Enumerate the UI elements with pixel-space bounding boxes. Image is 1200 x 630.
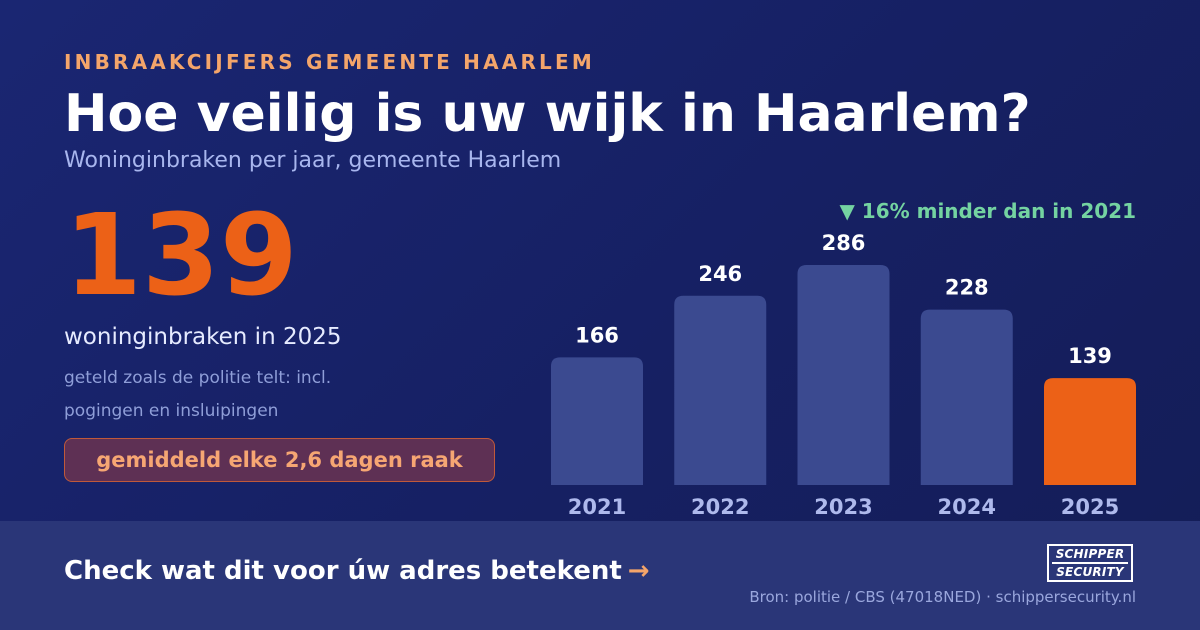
trend-annotation: ▼ 16% minder dan in 2021 bbox=[839, 199, 1136, 223]
headline-caption: woninginbraken in 2025 bbox=[64, 324, 342, 350]
logo-line-1: SCHIPPER bbox=[1055, 547, 1125, 561]
bar-2024 bbox=[920, 309, 1013, 485]
bar-2025 bbox=[1044, 378, 1136, 485]
x-tick-2024: 2024 bbox=[938, 495, 996, 519]
source-credit: Bron: politie / CBS (47018NED) · schippe… bbox=[749, 588, 1136, 606]
eyebrow-label: INBRAAKCIJFERS GEMEENTE HAARLEM bbox=[64, 50, 595, 74]
data-label-2025: 139 bbox=[1068, 344, 1112, 368]
frequency-pill: gemiddeld elke 2,6 dagen raak bbox=[64, 438, 495, 482]
data-label-2023: 286 bbox=[822, 231, 866, 255]
x-tick-2021: 2021 bbox=[568, 495, 626, 519]
logo-rule bbox=[1052, 562, 1128, 564]
x-tick-2023: 2023 bbox=[814, 495, 872, 519]
bar-2021 bbox=[551, 357, 643, 485]
cta-text: Check wat dit voor úw adres betekent bbox=[64, 556, 622, 586]
cta-link[interactable]: Check wat dit voor úw adres betekent → bbox=[64, 556, 650, 586]
bar-2022 bbox=[674, 295, 767, 485]
bar-2023 bbox=[797, 265, 890, 485]
arrow-right-icon: → bbox=[627, 556, 650, 586]
data-label-2024: 228 bbox=[945, 276, 989, 300]
page-title: Hoe veilig is uw wijk in Haarlem? bbox=[64, 84, 1031, 144]
bottom-bar bbox=[0, 521, 1200, 630]
data-label-2022: 246 bbox=[698, 262, 742, 286]
x-tick-2022: 2022 bbox=[691, 495, 749, 519]
headline-number: 139 bbox=[64, 191, 298, 321]
data-label-2021: 166 bbox=[575, 323, 619, 347]
x-tick-2025: 2025 bbox=[1061, 495, 1119, 519]
company-logo: SCHIPPER SECURITY bbox=[1047, 544, 1133, 582]
counting-note: geteld zoals de politie telt: incl. pogi… bbox=[64, 368, 332, 421]
page-subtitle: Woninginbraken per jaar, gemeente Haarle… bbox=[64, 148, 562, 173]
logo-line-2: SECURITY bbox=[1056, 565, 1124, 579]
